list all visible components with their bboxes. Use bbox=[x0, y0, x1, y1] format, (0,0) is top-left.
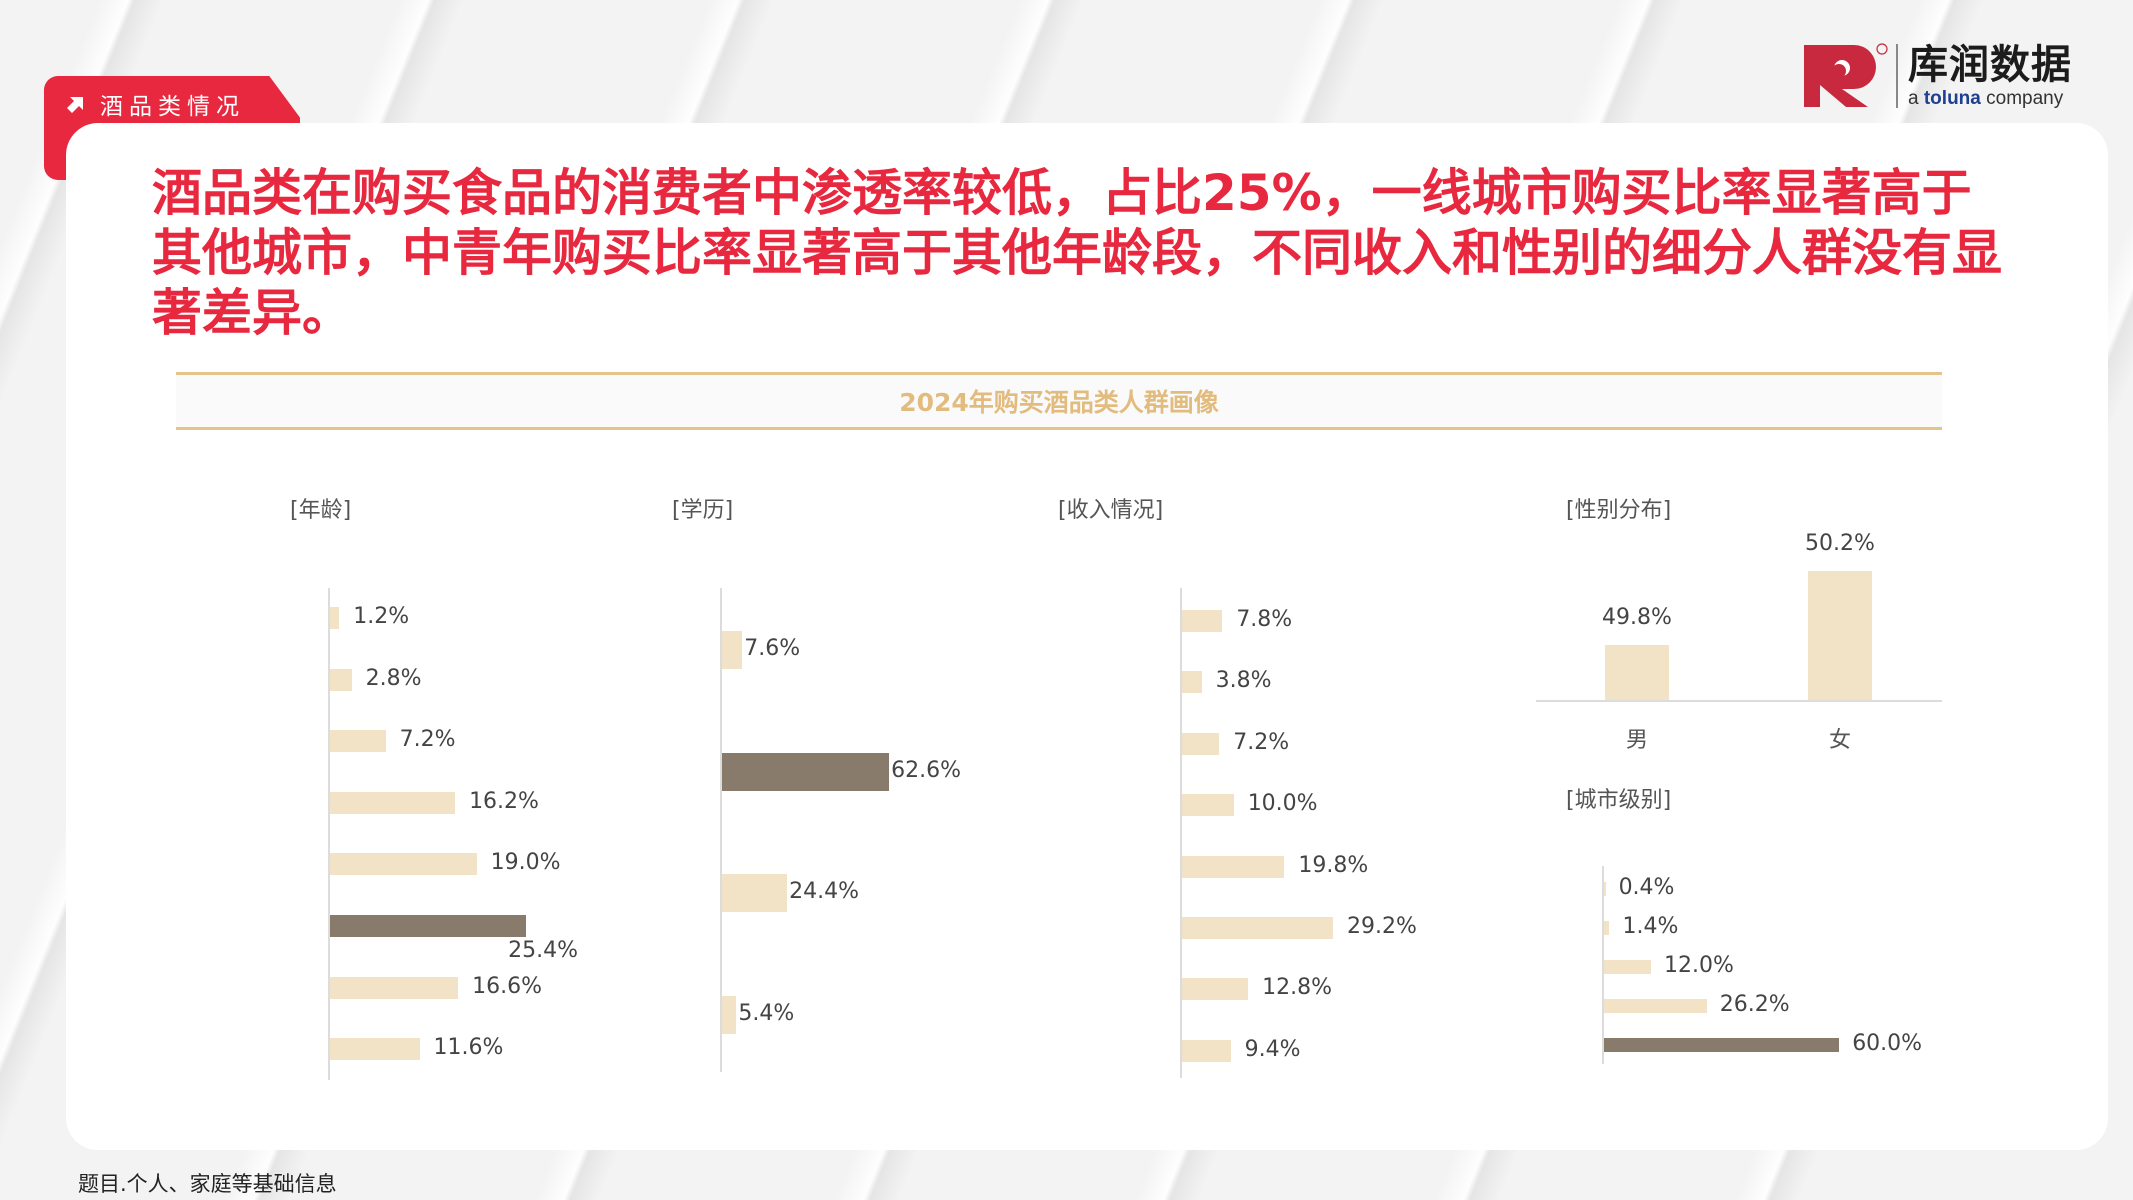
axis-line bbox=[1602, 866, 1604, 1064]
value-label: 29.2% bbox=[1346, 914, 1417, 939]
bar bbox=[1605, 644, 1669, 700]
value-label: 50.2% bbox=[1805, 531, 1875, 556]
footnote: 题目.个人、家庭等基础信息 bbox=[78, 1172, 337, 1196]
value-label: 2.8% bbox=[365, 665, 422, 691]
value-label: 60.0% bbox=[1852, 1031, 1923, 1056]
value-label: 0.4% bbox=[1618, 875, 1675, 900]
axis-line bbox=[1180, 588, 1182, 1078]
chart-title-age: [年龄] bbox=[290, 498, 352, 523]
chart-title-income: [收入情况] bbox=[1058, 498, 1164, 523]
value-label: 24.4% bbox=[789, 879, 860, 904]
category-label: 男 bbox=[1625, 728, 1648, 753]
bar bbox=[1808, 571, 1872, 700]
axis-line bbox=[720, 588, 722, 1072]
bar bbox=[1604, 921, 1610, 935]
bar bbox=[1604, 882, 1606, 896]
value-label: 12.0% bbox=[1664, 953, 1734, 978]
bar bbox=[1604, 960, 1652, 974]
bar bbox=[722, 752, 890, 791]
axis-line bbox=[328, 588, 330, 1080]
value-label: 10.0% bbox=[1247, 791, 1318, 817]
value-label: 19.0% bbox=[490, 850, 561, 876]
bar bbox=[1182, 978, 1249, 1001]
arrow-up-right-icon bbox=[67, 97, 83, 113]
bar bbox=[1182, 1039, 1231, 1062]
value-label: 7.2% bbox=[399, 727, 456, 753]
value-label: 16.6% bbox=[472, 973, 543, 999]
logo-divider bbox=[1896, 44, 1898, 108]
bar bbox=[1182, 671, 1202, 694]
bar bbox=[330, 791, 456, 814]
bar bbox=[330, 915, 527, 937]
bar bbox=[1604, 999, 1707, 1013]
value-label: 11.6% bbox=[433, 1035, 504, 1061]
bar bbox=[722, 631, 743, 669]
value-label: 26.2% bbox=[1719, 992, 1790, 1017]
logo-tagline: a toluna company bbox=[1908, 88, 2064, 109]
bar bbox=[722, 874, 788, 912]
value-label: 16.2% bbox=[469, 788, 539, 814]
company-logo: 库润数据 a toluna company bbox=[1802, 40, 2072, 112]
value-label: 1.2% bbox=[353, 604, 410, 629]
bar bbox=[722, 995, 737, 1034]
bar bbox=[330, 976, 459, 999]
section-tab-label: 酒品类情况 bbox=[100, 94, 245, 120]
bar bbox=[330, 607, 340, 629]
headline: 酒品类在购买食品的消费者中渗透率较低，占比25%，一线城市购买比率显著高于其他城… bbox=[152, 164, 2002, 342]
bar bbox=[330, 668, 352, 691]
category-label: 女 bbox=[1828, 728, 1851, 753]
bar bbox=[1182, 732, 1220, 755]
value-label: 3.8% bbox=[1215, 668, 1272, 694]
value-label: 62.6% bbox=[891, 757, 962, 783]
value-label: 25.4% bbox=[508, 938, 578, 963]
chart-title-gender: [性别分布] bbox=[1566, 498, 1672, 523]
bar bbox=[330, 1038, 420, 1061]
bar bbox=[330, 730, 386, 753]
kr-logo-icon bbox=[1802, 41, 1892, 111]
chart-title-city-tier: [城市级别] bbox=[1566, 788, 1672, 813]
section-title: 2024年购买酒品类人群画像 bbox=[899, 388, 1219, 417]
bar bbox=[1182, 610, 1223, 632]
value-label: 19.8% bbox=[1298, 852, 1369, 878]
value-label: 49.8% bbox=[1602, 604, 1672, 630]
bar bbox=[1182, 794, 1234, 817]
value-label: 9.4% bbox=[1244, 1036, 1301, 1062]
value-label: 1.4% bbox=[1622, 914, 1679, 939]
chart-section-header: 2024年购买酒品类人群画像 bbox=[176, 372, 1942, 430]
value-label: 5.4% bbox=[738, 1000, 795, 1026]
bar bbox=[1604, 1038, 1840, 1052]
chart-title-education: [学历] bbox=[672, 498, 734, 523]
bar bbox=[1182, 855, 1285, 878]
value-label: 12.8% bbox=[1262, 975, 1333, 1001]
value-label: 7.2% bbox=[1233, 729, 1290, 755]
logo-name-cn: 库润数据 bbox=[1908, 42, 2072, 88]
axis-line bbox=[1536, 700, 1942, 702]
bar bbox=[1182, 917, 1333, 939]
value-label: 7.6% bbox=[744, 636, 801, 661]
bar bbox=[330, 853, 477, 876]
value-label: 7.8% bbox=[1236, 607, 1293, 632]
